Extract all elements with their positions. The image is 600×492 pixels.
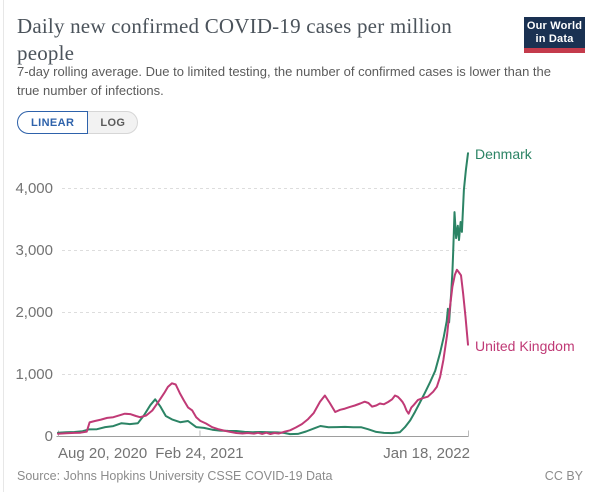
chart-footer: Source: Johns Hopkins University CSSE CO… — [17, 469, 583, 483]
chart-area: 0 1,000 2,000 3,000 4,000 Aug 20, 2020 Feb 24,… — [0, 140, 600, 462]
y-axis-label-0: 0 — [44, 428, 53, 445]
scale-toggle: LINEAR LOG — [17, 111, 139, 134]
owid-logo-line1: Our World — [526, 20, 583, 32]
owid-logo[interactable]: Our World in Data — [524, 17, 585, 53]
united-kingdom-series-label[interactable]: United Kingdom — [475, 337, 575, 354]
chart-subtitle: 7-day rolling average. Due to limited te… — [17, 64, 551, 98]
x-axis-label: Jan 18, 2022 — [383, 445, 470, 462]
y-axis-label-3000: 3,000 — [15, 242, 53, 259]
x-axis-label: Feb 24, 2021 — [155, 445, 244, 462]
license-link[interactable]: CC BY — [544, 469, 583, 483]
chart-canvas — [56, 152, 469, 437]
denmark-series-label[interactable]: Denmark — [475, 146, 532, 163]
united-kingdom-line[interactable] — [57, 268, 469, 435]
denmark-line[interactable] — [57, 152, 469, 436]
source-text: Source: Johns Hopkins University CSSE CO… — [17, 469, 333, 483]
y-axis-label-1000: 1,000 — [15, 366, 53, 383]
log-button[interactable]: LOG — [100, 116, 126, 129]
owid-logo-line2: in Data — [535, 33, 574, 45]
y-axis-label-2000: 2,000 — [15, 304, 53, 321]
x-axis-label: Aug 20, 2020 — [58, 445, 148, 462]
linear-button[interactable]: LINEAR — [17, 111, 89, 134]
y-axis-label-4000: 4,000 — [15, 180, 53, 197]
chart-title: Daily new confirmed COVID-19 cases per m… — [17, 14, 452, 65]
window-left-edge-line — [3, 0, 4, 492]
